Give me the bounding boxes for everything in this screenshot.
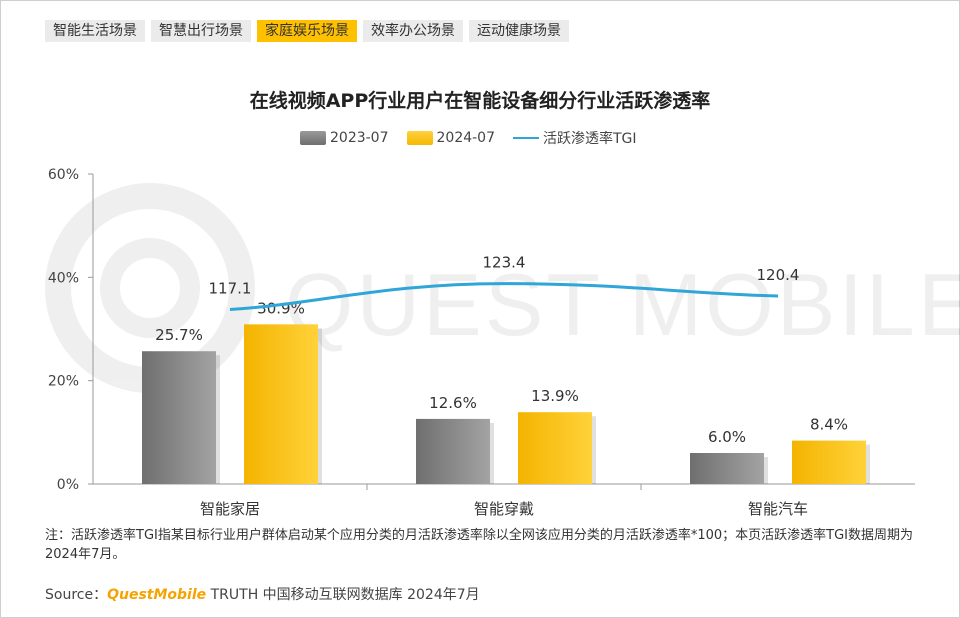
legend-item-2023: 2023-07 [300, 130, 389, 146]
tgi-value-label: 123.4 [483, 254, 526, 272]
tgi-line [229, 282, 779, 312]
bar-value-label: 13.9% [531, 387, 579, 405]
watermark-text: QUEST MOBILE [285, 255, 960, 354]
y-tick-label: 0% [57, 477, 79, 493]
bar-value-label: 8.4% [810, 416, 848, 434]
bar-value-label: 25.7% [155, 326, 203, 344]
source-prefix: Source： [45, 587, 108, 603]
watermark-logo-core [100, 238, 200, 338]
bar-2024-07-智能汽车 [792, 440, 866, 484]
legend-label-2024: 2024-07 [436, 130, 496, 146]
footnote: 注：活跃渗透率TGI指某目标行业用户群体启动某个应用分类的月活跃渗透率除以全网该… [45, 528, 914, 562]
legend-item-2024: 2024-07 [406, 130, 496, 146]
tgi-value-label: 117.1 [209, 280, 252, 298]
y-tick-label: 60% [48, 167, 79, 183]
tab-sports-health[interactable]: 运动健康场景 [469, 20, 569, 42]
x-category-label: 智能穿戴 [474, 500, 534, 518]
legend-swatch-2024 [406, 131, 433, 145]
x-category-label: 智能家居 [200, 500, 260, 518]
legend-label-2023: 2023-07 [330, 130, 389, 146]
chart-legend: 2023-07 2024-07 活跃渗透率TGI [300, 128, 655, 148]
bar-2023-07-智能家居 [142, 351, 216, 484]
bar-value-label: 6.0% [708, 428, 746, 446]
chart-title: 在线视频APP行业用户在智能设备细分行业活跃渗透率 [249, 90, 711, 112]
chart-axes: 60% 40% 20% 0% [48, 167, 915, 493]
source-suffix: TRUTH 中国移动互联网数据库 2024年7月 [210, 587, 480, 603]
tab-smart-life[interactable]: 智能生活场景 [45, 20, 145, 42]
legend-label-tgi: 活跃渗透率TGI [543, 131, 637, 147]
bar-2023-07-智能穿戴 [416, 418, 490, 484]
scenario-tabs: 智能生活场景 智慧出行场景 家庭娱乐场景 效率办公场景 运动健康场景 [45, 20, 569, 42]
tab-smart-travel[interactable]: 智慧出行场景 [151, 20, 251, 42]
legend-swatch-tgi [513, 137, 539, 139]
bar-value-label: 12.6% [429, 394, 477, 412]
tgi-line-group: 117.1 123.4 120.4 [209, 254, 800, 312]
legend-swatch-2023 [300, 131, 326, 145]
tab-home-entertainment[interactable]: 家庭娱乐场景 [257, 20, 357, 42]
y-tick-label: 20% [48, 374, 79, 390]
bar-2023-07-智能汽车 [690, 453, 764, 484]
bar-2024-07-智能家居 [244, 324, 318, 484]
tgi-value-label: 120.4 [757, 266, 800, 284]
legend-item-tgi: 活跃渗透率TGI [513, 128, 637, 148]
bar-2024-07-智能穿戴 [518, 412, 592, 484]
source-brand: QuestMobile [107, 587, 207, 603]
source-line: Source：QuestMobile TRUTH 中国移动互联网数据库 2024… [45, 584, 480, 604]
y-tick-label: 40% [48, 270, 79, 286]
tab-office-efficiency[interactable]: 效率办公场景 [363, 20, 463, 42]
x-category-label: 智能汽车 [748, 500, 808, 518]
